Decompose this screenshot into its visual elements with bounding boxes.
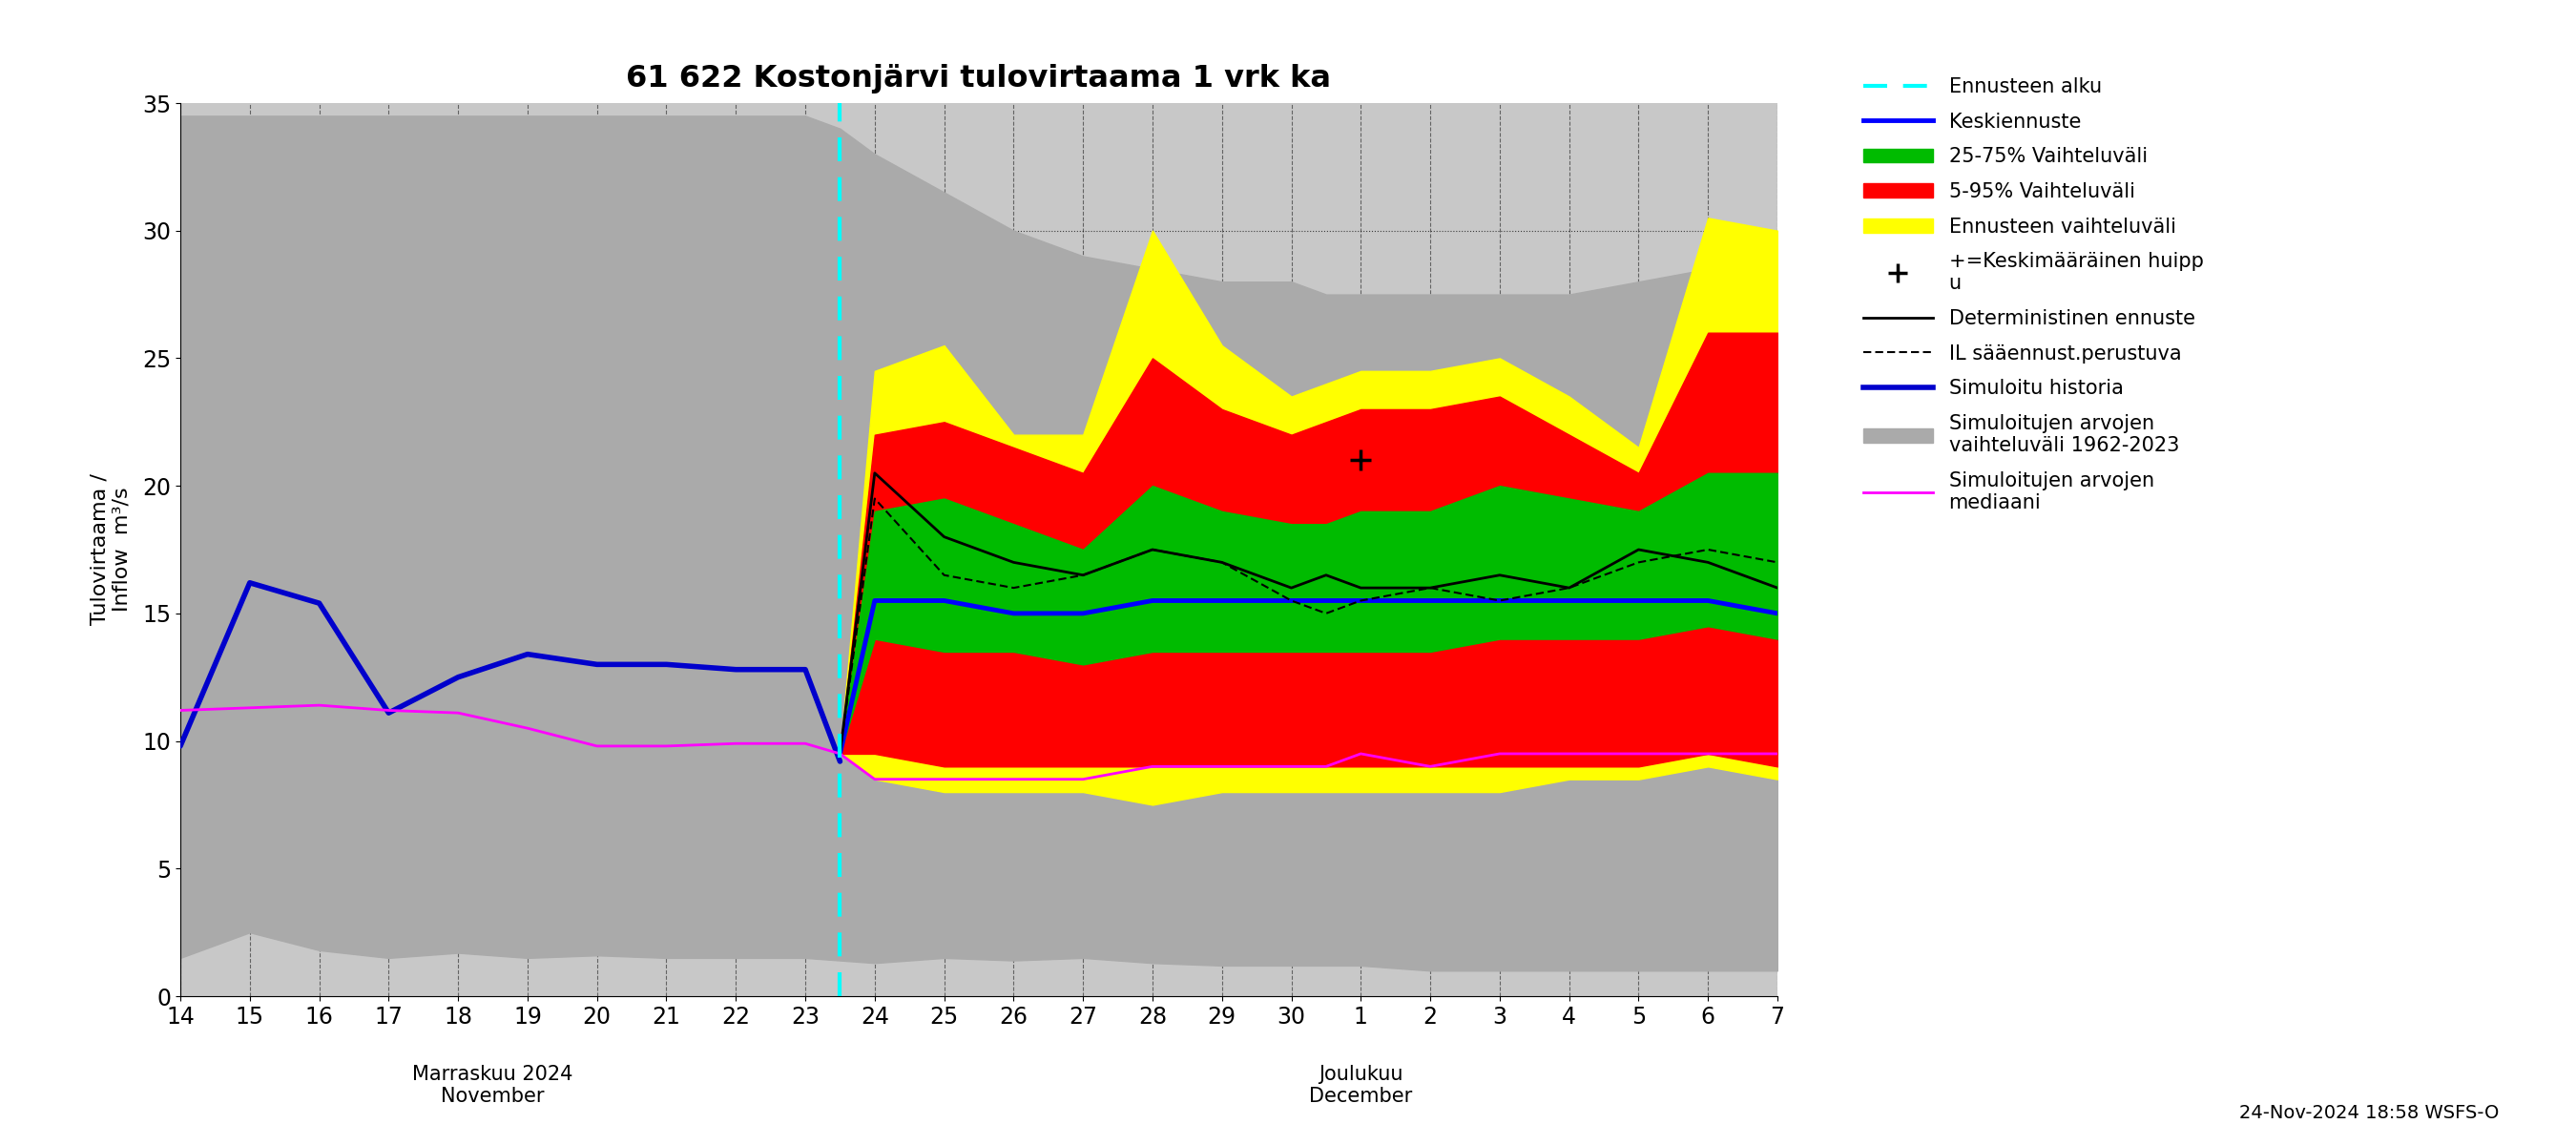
Legend: Ennusteen alku, Keskiennuste, 25-75% Vaihteluväli, 5-95% Vaihteluväli, Ennusteen: Ennusteen alku, Keskiennuste, 25-75% Vai…: [1852, 68, 2213, 522]
Text: Joulukuu
December: Joulukuu December: [1309, 1065, 1412, 1106]
Y-axis label: Tulovirtaama /
Inflow  m³/s: Tulovirtaama / Inflow m³/s: [90, 474, 131, 625]
Text: 24-Nov-2024 18:58 WSFS-O: 24-Nov-2024 18:58 WSFS-O: [2239, 1104, 2499, 1122]
Text: Marraskuu 2024
November: Marraskuu 2024 November: [412, 1065, 572, 1106]
Title: 61 622 Kostonjärvi tulovirtaama 1 vrk ka: 61 622 Kostonjärvi tulovirtaama 1 vrk ka: [626, 64, 1332, 94]
